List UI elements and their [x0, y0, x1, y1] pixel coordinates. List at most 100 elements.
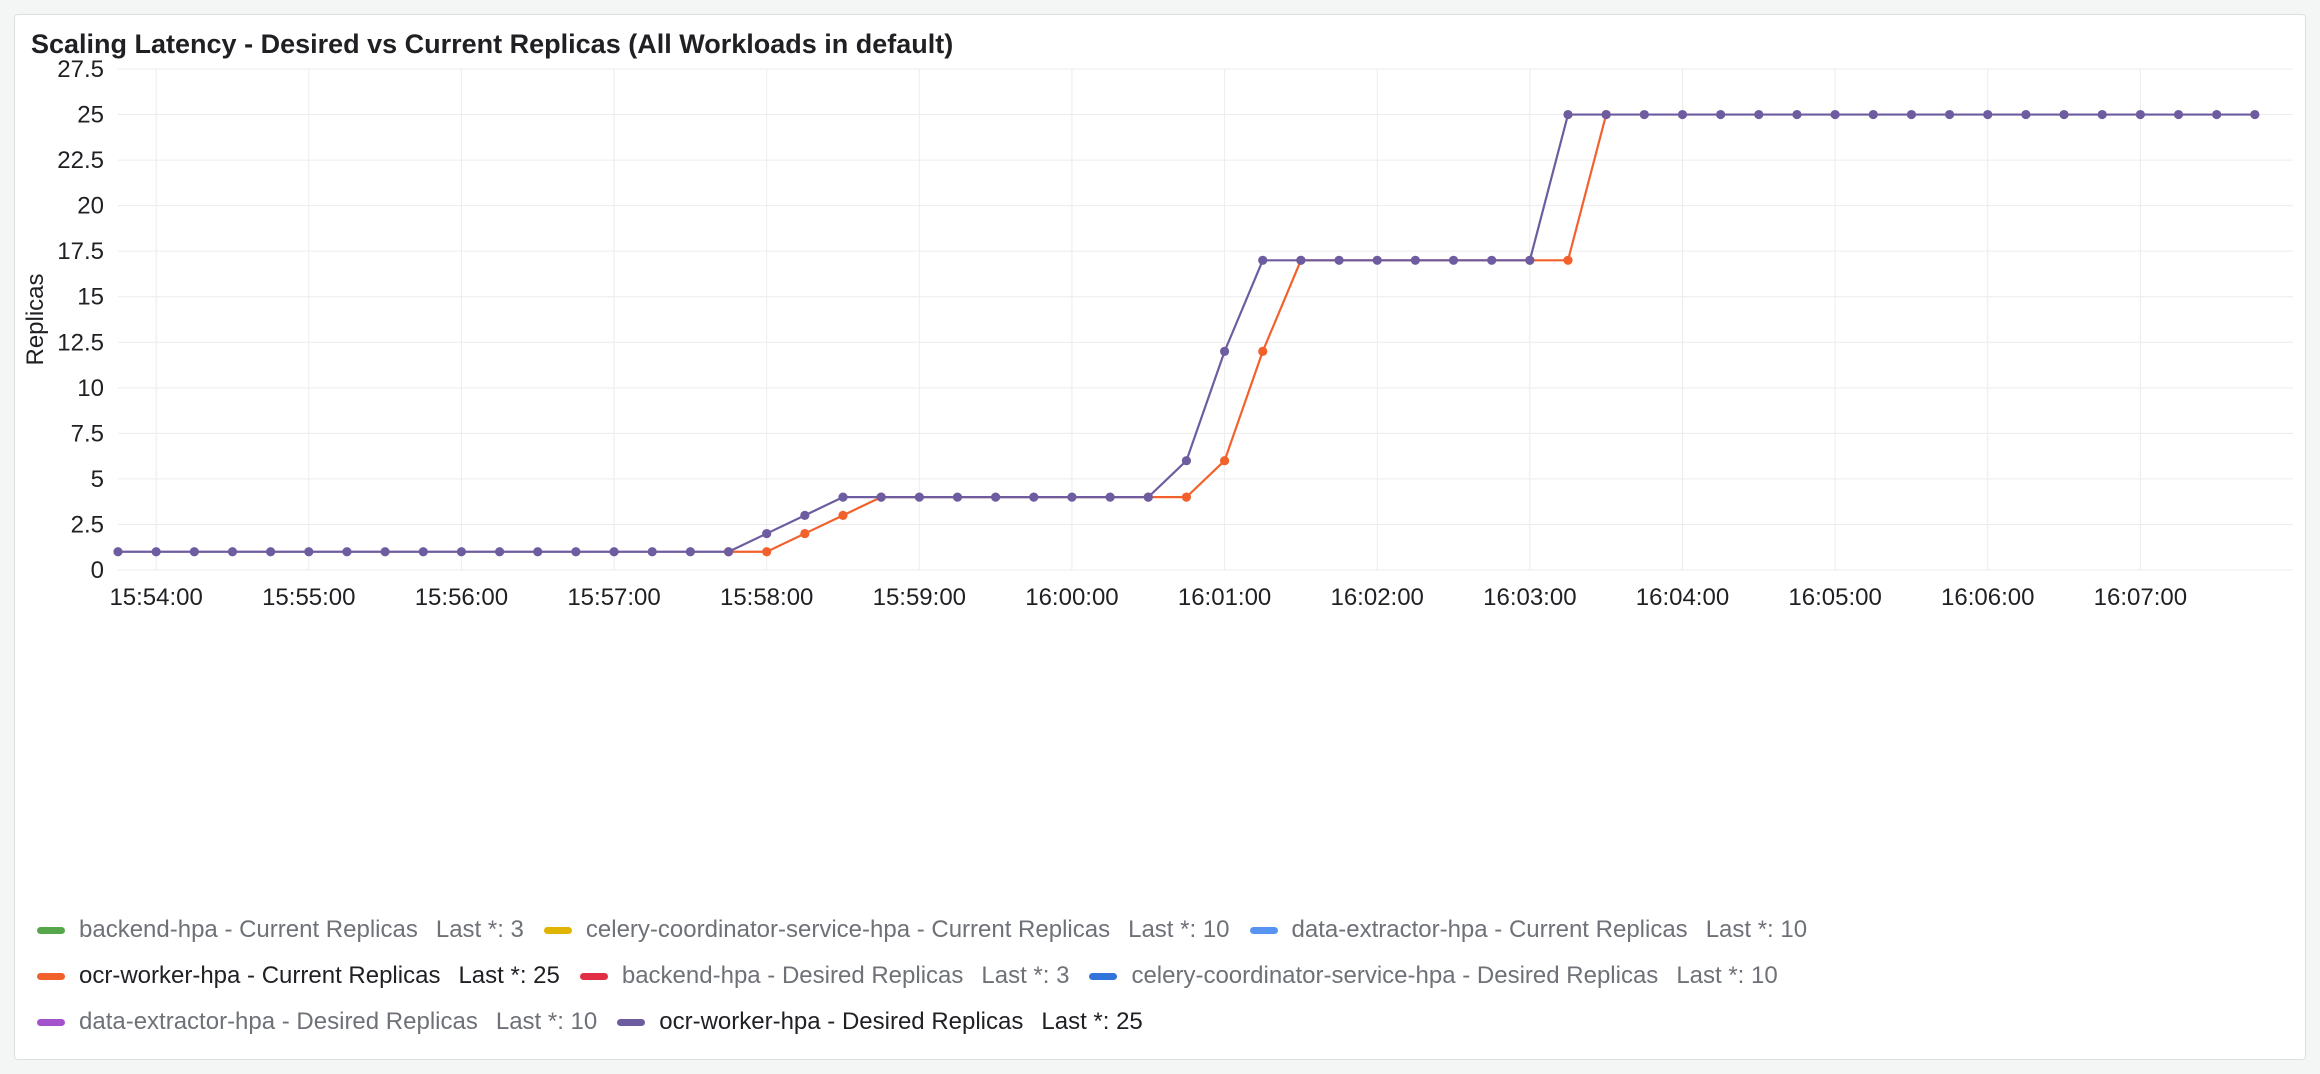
line-chart[interactable]: 0 2.5 5 7.5 10 12.5 15 17.5 20 22.5 25 27.5 15:54:00… [15, 15, 2307, 895]
data-point [2097, 109, 2107, 120]
data-point [1983, 109, 1993, 120]
legend-last-value: Last *: 3 [435, 916, 524, 943]
data-point [1639, 109, 1649, 120]
legend-item[interactable]: ocr-worker-hpa - Current Replicas Last *:… [37, 953, 560, 999]
data-point [723, 547, 734, 557]
data-point [1525, 255, 1535, 265]
data-point [2135, 109, 2145, 120]
data-point [1067, 492, 1077, 502]
legend-row: backend-hpa - Current Replicas Last *: 3 c… [37, 907, 2287, 953]
data-point [838, 510, 848, 520]
data-point [1754, 109, 1764, 120]
data-point [571, 547, 581, 557]
data-point [800, 528, 810, 539]
legend-series-name: data-extractor-hpa - Desired Replicas [79, 1008, 478, 1035]
data-point [1410, 255, 1420, 265]
y-axis-label: Replicas [22, 273, 49, 365]
legend-row: ocr-worker-hpa - Current Replicas Last *:… [37, 953, 2287, 999]
data-point [456, 547, 467, 557]
data-point [1830, 109, 1840, 120]
y-tick-label: 20 [77, 193, 104, 220]
legend-swatch [543, 926, 572, 934]
legend-last-value: Last *: 10 [1705, 916, 1808, 943]
data-point [1906, 109, 1917, 120]
data-point [914, 492, 924, 502]
data-point [991, 492, 1001, 502]
data-point [494, 547, 505, 557]
data-point [1296, 255, 1306, 265]
legend-last-value: Last *: 3 [981, 962, 1070, 989]
data-point [1944, 109, 1955, 120]
legend-item[interactable]: backend-hpa - Desired Replicas Last *: 3 [579, 953, 1070, 999]
data-point [1601, 109, 1611, 120]
data-point [113, 547, 123, 557]
series-line [728, 114, 1608, 553]
legend-item[interactable]: data-extractor-hpa - Current Replicas Las… [1249, 907, 1808, 953]
panel-title[interactable]: Scaling Latency - Desired vs Current Rep… [31, 29, 954, 59]
x-tick-label: 16:00:00 [1025, 584, 1118, 611]
data-point [1334, 255, 1344, 265]
legend-series-name: ocr-worker-hpa - Current Replicas [79, 962, 441, 989]
y-tick-label: 22.5 [57, 147, 104, 174]
data-point [189, 547, 199, 557]
x-tick-label: 15:54:00 [109, 584, 202, 611]
data-point [1029, 492, 1039, 502]
data-point [838, 492, 848, 502]
data-point [1792, 109, 1802, 120]
y-tick-label: 5 [91, 466, 104, 493]
x-tick-label: 15:55:00 [262, 584, 355, 611]
legend-swatch [37, 926, 65, 934]
legend-swatch [579, 972, 608, 980]
series-ocr-worker-hpa-desired-replicas [113, 109, 2260, 557]
legend: backend-hpa - Current Replicas Last *: 3 c… [37, 907, 2287, 1045]
data-point [609, 547, 619, 557]
x-tick-label: 15:57:00 [567, 584, 660, 611]
data-point [151, 547, 161, 557]
data-point [2250, 109, 2260, 120]
x-tick-label: 16:06:00 [1941, 584, 2034, 611]
legend-swatch [617, 1018, 646, 1026]
data-point [1219, 456, 1230, 466]
data-point [1181, 492, 1192, 502]
data-point [1258, 255, 1268, 265]
data-point [1563, 255, 1573, 265]
data-point [1143, 492, 1153, 502]
y-tick-label: 10 [77, 375, 104, 402]
legend-series-name: celery-coordinator-service-hpa - Desired… [1131, 962, 1659, 989]
series-line [118, 113, 2255, 553]
data-point [1868, 109, 1878, 120]
data-point [762, 528, 772, 539]
x-tick-label: 15:56:00 [415, 584, 508, 611]
y-tick-label: 17.5 [57, 238, 104, 265]
legend-series-name: backend-hpa - Current Replicas [79, 916, 418, 943]
data-point [2059, 109, 2069, 120]
legend-row: data-extractor-hpa - Desired Replicas Las… [37, 999, 2287, 1045]
legend-item[interactable]: celery-coordinator-service-hpa - Current… [543, 907, 1230, 953]
legend-last-value: Last *: 25 [458, 962, 560, 989]
data-point [1487, 255, 1497, 265]
data-point [418, 547, 428, 557]
legend-series-name: data-extractor-hpa - Current Replicas [1291, 916, 1688, 943]
data-point [1716, 109, 1726, 120]
x-tick-label: 16:03:00 [1483, 584, 1576, 611]
legend-swatch [37, 1018, 65, 1026]
legend-item[interactable]: backend-hpa - Current Replicas Last *: 3 [37, 907, 524, 953]
data-point [1258, 346, 1268, 356]
x-tick-label: 16:01:00 [1178, 584, 1271, 611]
legend-swatch [37, 972, 65, 980]
legend-last-value: Last *: 10 [495, 1008, 598, 1035]
data-point [800, 510, 810, 520]
y-tick-label: 7.5 [71, 420, 104, 447]
y-tick-label: 0 [91, 557, 104, 584]
legend-last-value: Last *: 10 [1676, 962, 1778, 989]
legend-item[interactable]: data-extractor-hpa - Desired Replicas Las… [37, 999, 597, 1045]
legend-item[interactable]: ocr-worker-hpa - Desired Replicas Last *:… [617, 999, 1143, 1045]
data-point [952, 492, 963, 502]
y-tick-label: 15 [77, 284, 104, 311]
x-tick-label: 16:07:00 [2094, 584, 2187, 611]
data-point [533, 547, 543, 557]
legend-item[interactable]: celery-coordinator-service-hpa - Desired… [1089, 953, 1778, 999]
data-point [1677, 109, 1688, 120]
data-point [1219, 346, 1230, 356]
data-point [1181, 456, 1192, 466]
